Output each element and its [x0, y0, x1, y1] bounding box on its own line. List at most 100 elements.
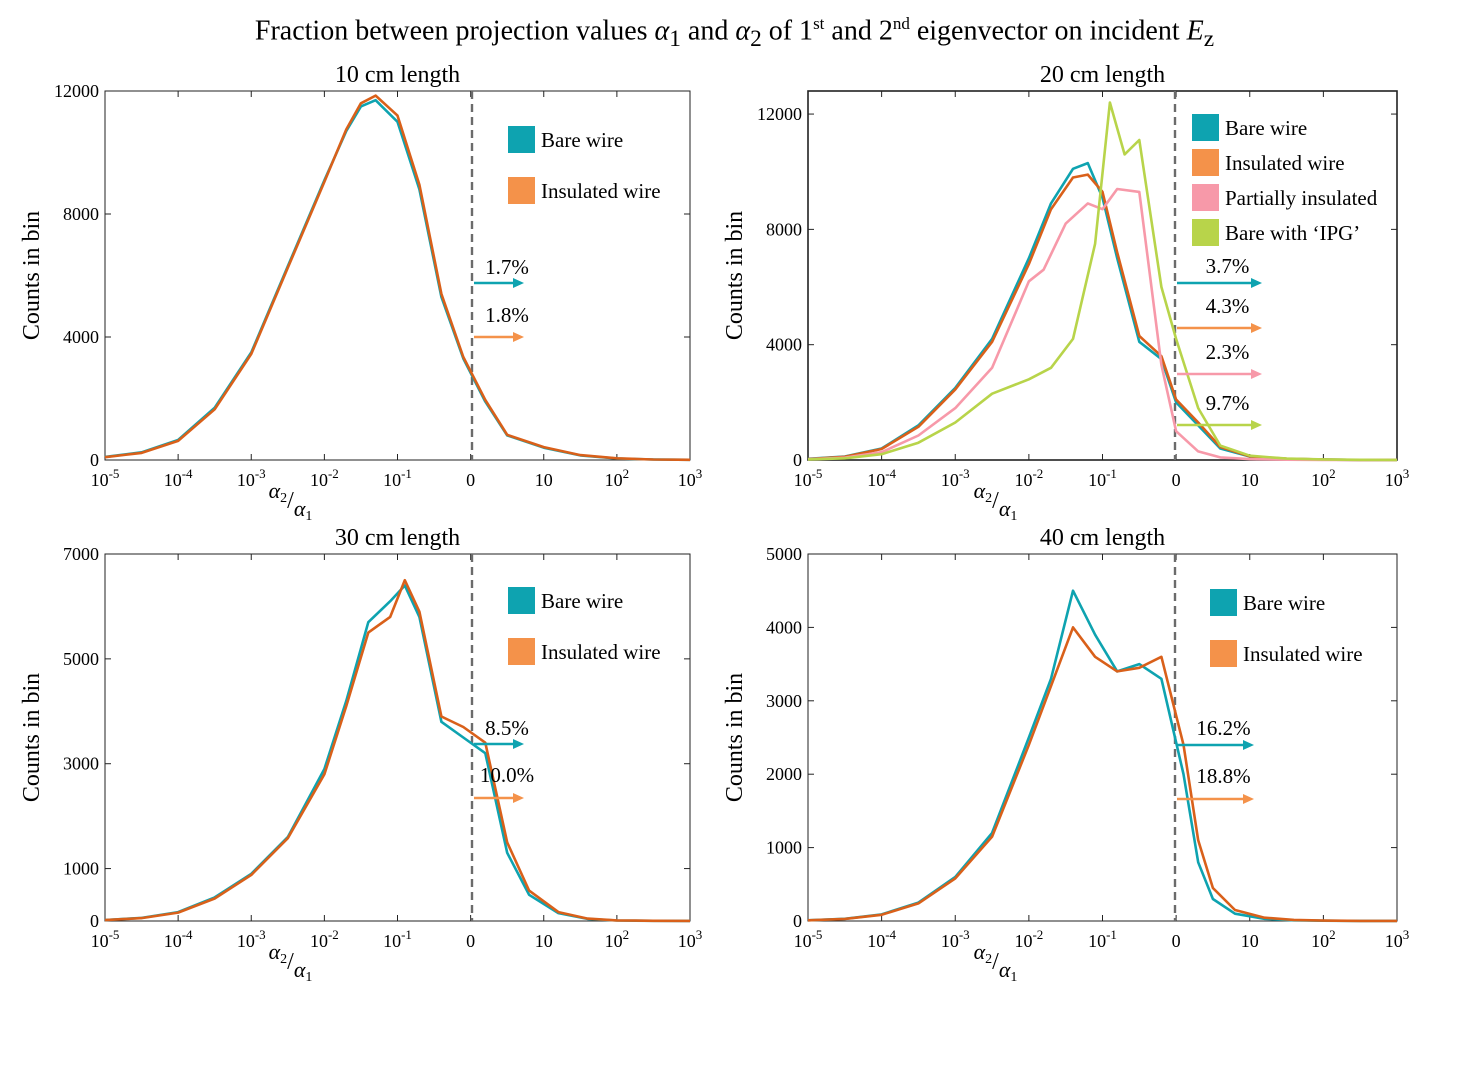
legend-swatch [1192, 219, 1219, 246]
legend-label: Insulated wire [1243, 642, 1363, 666]
y-tick-label: 0 [90, 911, 99, 931]
x-tick-label: 10-4 [164, 927, 193, 951]
x-tick-label: 10-1 [1088, 927, 1117, 951]
x-tick-label: 102 [1311, 927, 1336, 951]
chart-panel-4: 40 cm length 10-5 10-4 10-3 10-2 10-1 0 10 102 10… [722, 525, 1409, 985]
percent-annotation: 3.7% [1206, 254, 1250, 278]
y-tick-label: 0 [793, 911, 802, 931]
y-axis-label: Counts in bin [19, 673, 45, 802]
arrow-head [1251, 323, 1262, 333]
percent-annotation: 10.0% [480, 763, 534, 787]
x-tick-label: 10-2 [1014, 466, 1043, 490]
x-tick-label: 102 [605, 466, 630, 490]
legend-swatch [1192, 149, 1219, 176]
percent-annotation: 18.8% [1196, 764, 1250, 788]
x-tick-label: 10-2 [310, 927, 339, 951]
y-tick-label: 8000 [766, 219, 802, 239]
x-tick-label: 10-5 [91, 466, 120, 490]
chart-panel-2: 20 cm length 10-5 10-4 10-3 10-2 10-1 0 10 102 10… [722, 62, 1409, 524]
chart-panel-3: 30 cm length 10-5 10-4 10-3 10-2 10-1 0 10 102 10… [19, 525, 702, 985]
y-axis-label: Counts in bin [722, 673, 748, 802]
y-tick-label: 4000 [766, 335, 802, 355]
x-tick-label: 103 [678, 466, 703, 490]
legend-label: Bare wire [1243, 591, 1325, 615]
x-tick-label: 10-1 [1088, 466, 1117, 490]
y-tick-label: 5000 [766, 544, 802, 564]
arrow-head [1251, 278, 1262, 288]
panel-title: 40 cm length [1040, 525, 1165, 551]
percent-annotation: 2.3% [1206, 340, 1250, 364]
percent-annotation: 4.3% [1206, 294, 1250, 318]
y-tick-label: 4000 [766, 617, 802, 637]
x-tick-label: 0 [466, 470, 475, 490]
y-tick-label: 2000 [766, 764, 802, 784]
x-tick-label: 0 [1172, 470, 1181, 490]
series-line-insulated-wire [104, 578, 691, 923]
legend-label: Bare wire [541, 589, 623, 613]
percent-annotation: 1.7% [485, 255, 529, 279]
legend-label: Bare with ‘IPG’ [1225, 221, 1360, 245]
percent-annotation: 16.2% [1196, 716, 1250, 740]
y-axis-label: Counts in bin [722, 211, 748, 340]
x-tick-label: 103 [678, 927, 703, 951]
x-tick-label: 10 [1241, 931, 1259, 951]
legend-label: Insulated wire [541, 179, 661, 203]
x-tick-label: 10-5 [794, 927, 823, 951]
arrow-head [1243, 740, 1254, 750]
legend-label: Partially insulated [1225, 186, 1378, 210]
arrow-head [1251, 369, 1262, 379]
legend-swatch [508, 126, 535, 153]
y-axis-label: Counts in bin [19, 211, 45, 340]
figure-title: Fraction between projection values α1 an… [254, 14, 1215, 52]
x-tick-label: 103 [1385, 466, 1410, 490]
x-axis-label: α2/α1 [974, 478, 1018, 524]
panel-title: 10 cm length [335, 62, 460, 88]
y-tick-label: 8000 [63, 204, 99, 224]
x-tick-label: 10-5 [794, 466, 823, 490]
x-axis-label: α2/α1 [269, 939, 313, 985]
series-line-bare-wire [104, 584, 691, 923]
legend-swatch [1192, 114, 1219, 141]
percent-annotation: 8.5% [485, 716, 529, 740]
arrow-head [513, 278, 524, 288]
y-tick-label: 0 [793, 450, 802, 470]
x-tick-label: 102 [1311, 466, 1336, 490]
series-line-bare-wire [807, 589, 1397, 923]
panel-title: 30 cm length [335, 525, 460, 551]
x-tick-label: 10-4 [867, 466, 896, 490]
x-tick-label: 10-2 [310, 466, 339, 490]
legend-swatch [1192, 184, 1219, 211]
series-line-insulated-wire [807, 173, 1397, 462]
arrow-head [513, 332, 524, 342]
y-tick-label: 12000 [757, 104, 802, 124]
series-line-insulated-wire [807, 626, 1397, 923]
legend-swatch [1210, 589, 1237, 616]
arrow-head [513, 739, 524, 749]
x-tick-label: 10-3 [237, 466, 266, 490]
y-tick-label: 5000 [63, 649, 99, 669]
y-tick-label: 4000 [63, 327, 99, 347]
x-tick-label: 10-2 [1014, 927, 1043, 951]
x-tick-label: 10 [1241, 470, 1259, 490]
legend-label: Insulated wire [541, 640, 661, 664]
x-tick-label: 10-3 [237, 927, 266, 951]
legend-swatch [1210, 640, 1237, 667]
legend-label: Bare wire [1225, 116, 1307, 140]
x-tick-label: 102 [605, 927, 630, 951]
x-tick-label: 10 [535, 931, 553, 951]
x-tick-label: 10 [535, 470, 553, 490]
x-tick-label: 0 [466, 931, 475, 951]
y-tick-label: 3000 [766, 691, 802, 711]
x-tick-label: 10-3 [941, 927, 970, 951]
percent-annotation: 1.8% [485, 303, 529, 327]
arrow-head [513, 793, 524, 803]
y-tick-label: 0 [90, 450, 99, 470]
x-tick-label: 0 [1172, 931, 1181, 951]
series-line-bare-wire [104, 98, 691, 462]
legend-label: Insulated wire [1225, 151, 1345, 175]
x-tick-label: 10-5 [91, 927, 120, 951]
legend-swatch [508, 177, 535, 204]
series-line-partially-insulated [807, 187, 1398, 462]
legend-swatch [508, 638, 535, 665]
